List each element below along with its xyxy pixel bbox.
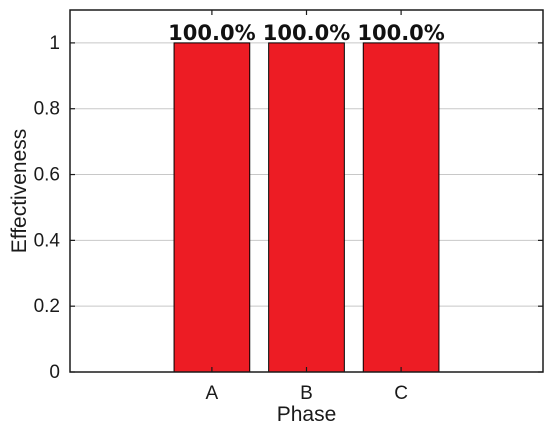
y-tick-label: 0.6 [34,165,60,186]
y-tick-label: 1 [49,33,60,54]
data-labels: 100.0% 100.0% 100.0% [168,21,445,45]
y-axis-ticks: 0 0.2 0.4 0.6 0.8 1 [34,33,543,383]
x-tick-label: B [300,383,313,404]
x-tick-label: C [394,383,408,404]
bar [268,42,345,373]
y-tick-label: 0.8 [34,99,60,120]
x-axis-title: Phase [277,403,337,426]
bars [173,42,440,373]
y-tick-label: 0 [49,362,60,383]
y-axis-title: Effectiveness [8,129,31,254]
bar [173,42,251,373]
x-tick-label: A [206,383,219,404]
y-tick-label: 0.4 [34,230,61,251]
bar [362,42,440,373]
bar-value-label: 100.0% [263,21,350,45]
y-tick-label: 0.2 [34,296,60,317]
bar-value-label: 100.0% [168,21,255,45]
x-axis-ticks: A B C [206,10,408,404]
bar-value-label: 100.0% [357,21,444,45]
